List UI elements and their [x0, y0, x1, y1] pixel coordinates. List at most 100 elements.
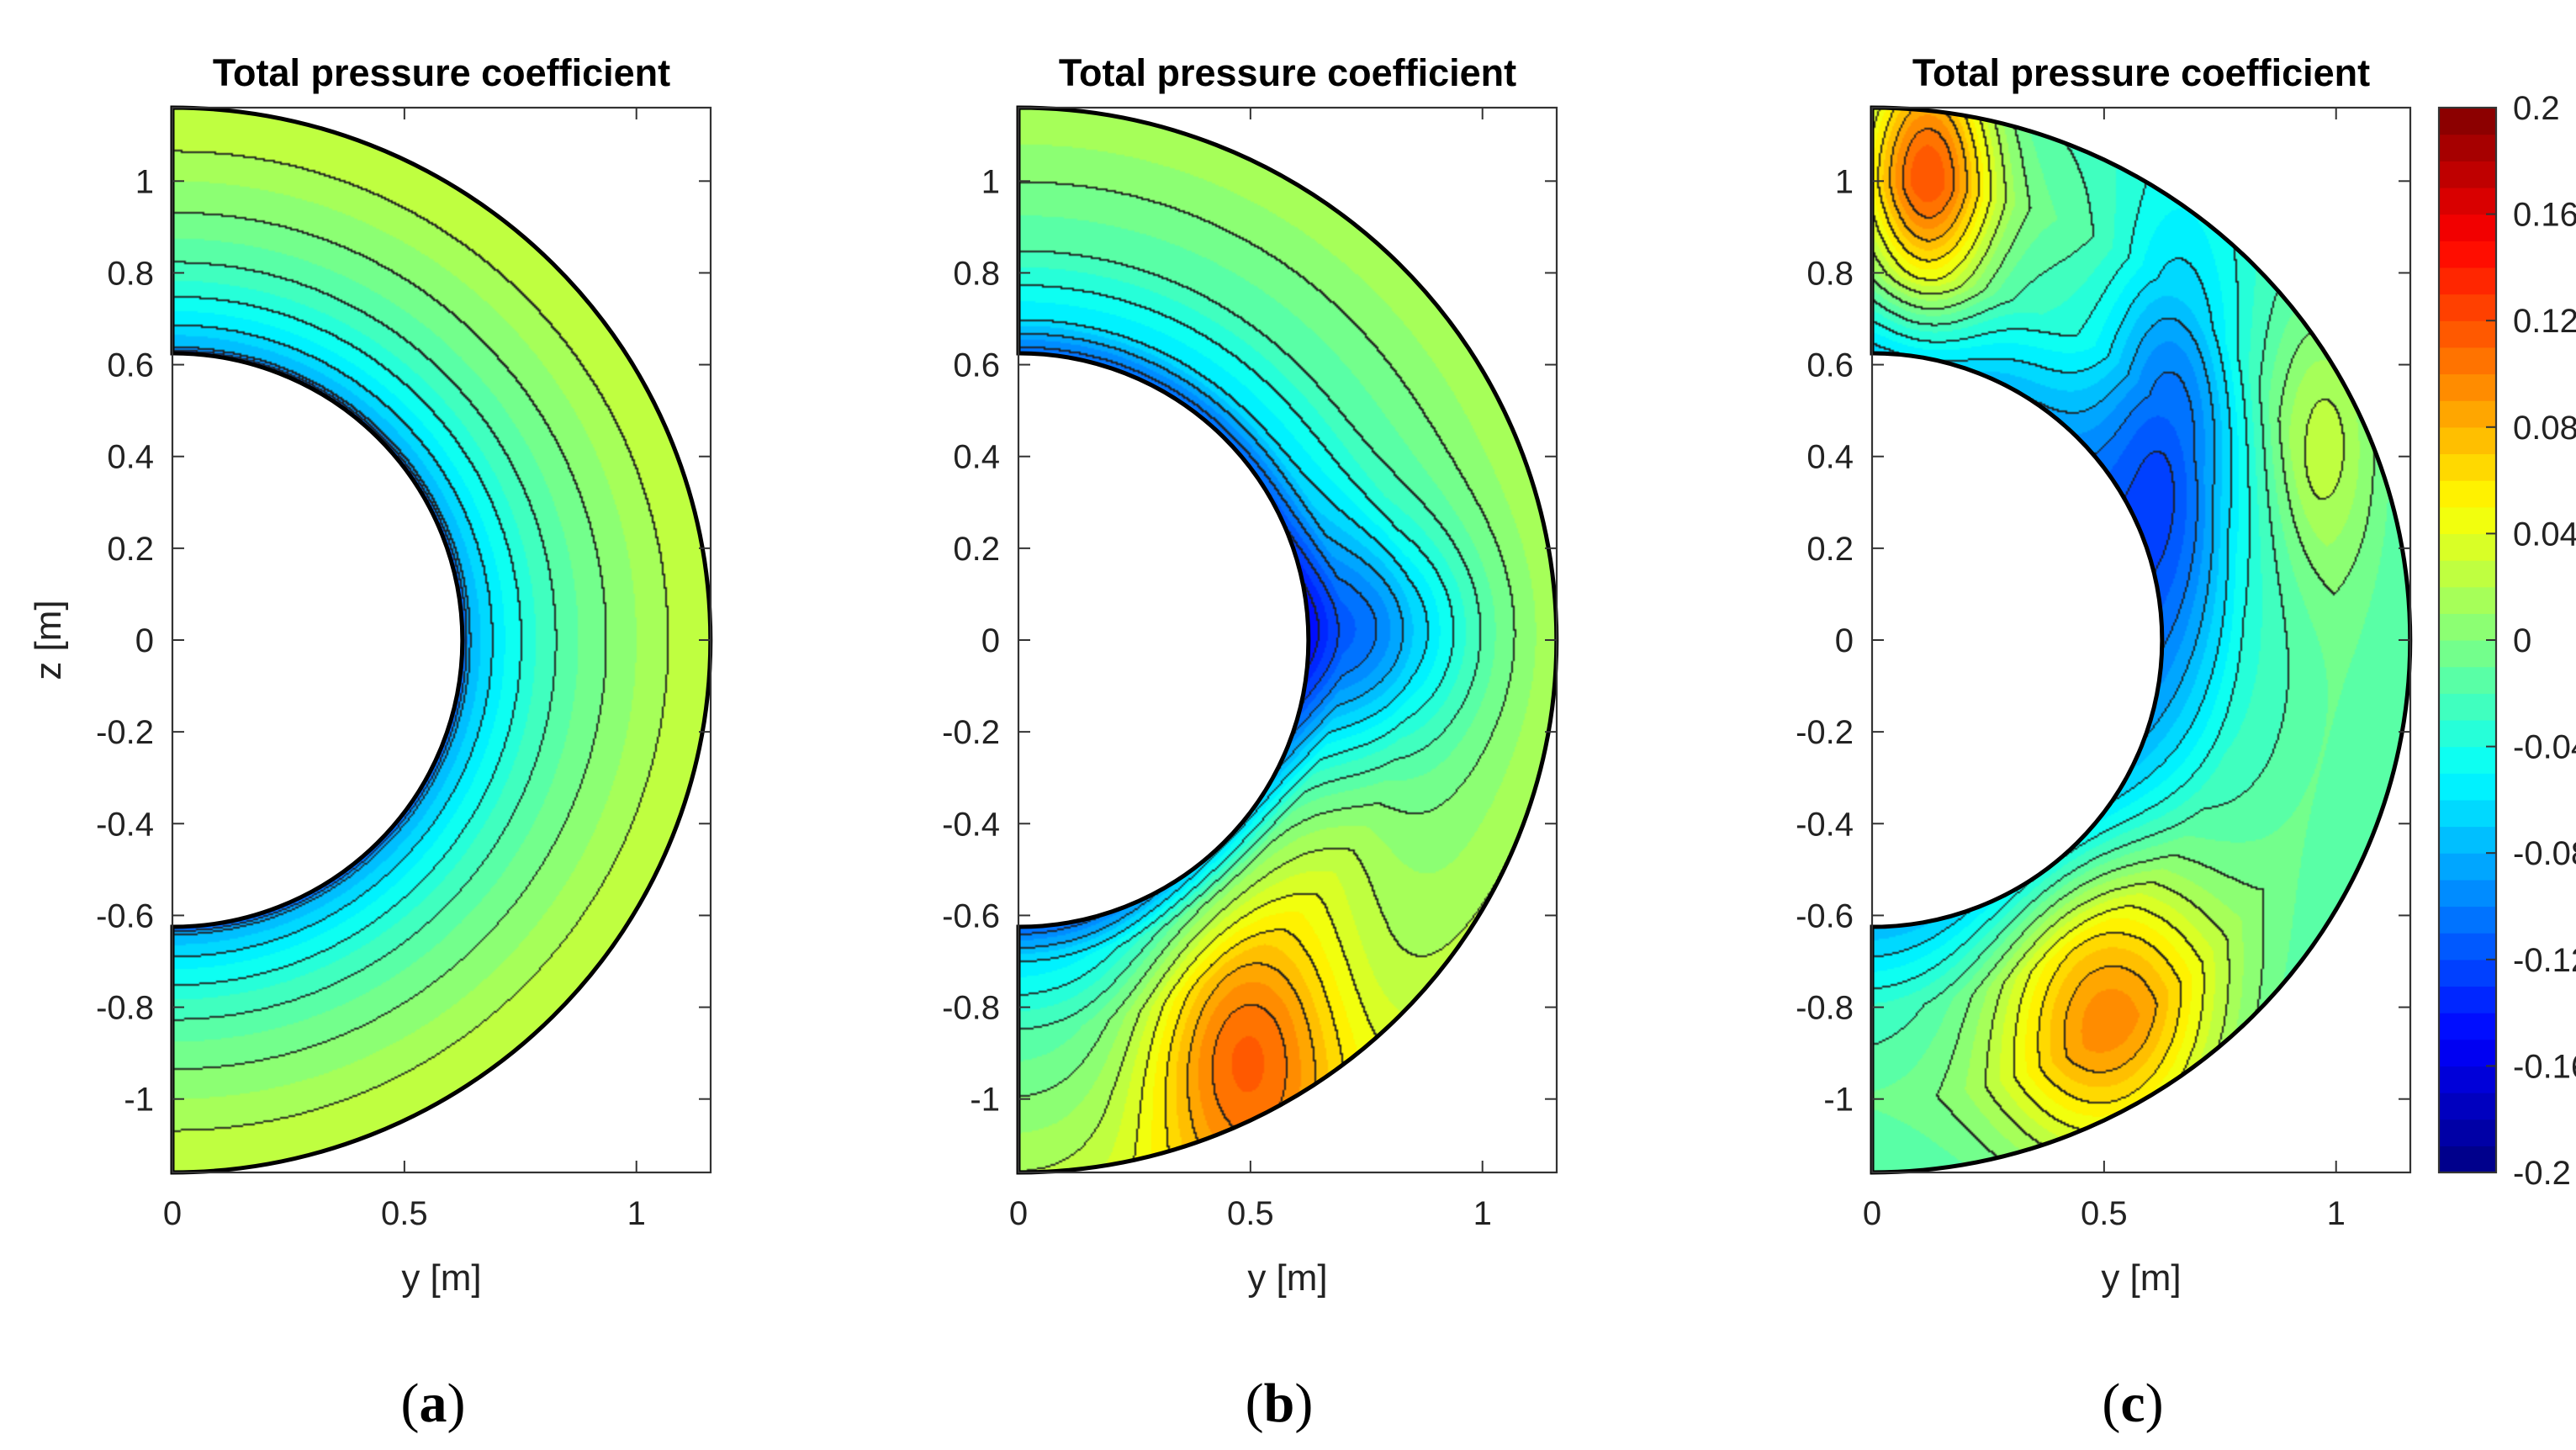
colorbar-tick-label: 0.2 [2513, 90, 2560, 127]
colorbar-segment [2439, 320, 2496, 348]
colorbar-segment [2439, 986, 2496, 1013]
colorbar-segment [2439, 560, 2496, 588]
x-tick-label: 0.5 [381, 1195, 428, 1232]
colorbar: 0.2 0.16 0.12 0.08 0.04 0 -0.04 -0.08 -0.12 -0.16… [2437, 90, 2576, 1192]
x-axis-label: y [m] [1247, 1257, 1327, 1299]
colorbar-segment [2439, 506, 2496, 534]
y-tick-label: 1 [981, 163, 1000, 200]
y-tick-label: 0.4 [1806, 439, 1854, 476]
y-tick-label: 0.8 [1806, 255, 1854, 292]
colorbar-segment [2439, 267, 2496, 295]
x-tick-label: 1 [627, 1195, 646, 1232]
y-tick-label: 0.4 [107, 439, 154, 476]
y-tick-label: 0.6 [107, 347, 154, 384]
y-tick-label: 0 [1835, 622, 1854, 659]
y-axis-label: z [m] [28, 600, 69, 680]
colorbar-segment [2439, 719, 2496, 748]
colorbar-tick-label: 0 [2513, 622, 2531, 659]
y-tick-label: -0.4 [1796, 806, 1854, 843]
colorbar-segment [2439, 746, 2496, 774]
colorbar-segment [2439, 613, 2496, 641]
colorbar-segment [2439, 426, 2496, 455]
y-tick-label: -0.6 [96, 897, 154, 934]
y-tick-label: 0.6 [1806, 347, 1854, 384]
x-tick-label: 0.5 [1227, 1195, 1274, 1232]
x-axis-label: y [m] [2101, 1257, 2181, 1299]
colorbar-segment [2439, 586, 2496, 614]
colorbar-tick-label: -0.2 [2513, 1155, 2571, 1192]
y-tick-label: -0.6 [942, 897, 1000, 934]
x-tick-label: 0.5 [2081, 1195, 2128, 1232]
colorbar-segment [2439, 853, 2496, 881]
annulus-outline [1016, 105, 1559, 1175]
y-tick-label: -0.4 [96, 806, 154, 843]
colorbar-segment [2439, 347, 2496, 375]
y-tick-label: 1 [1835, 163, 1854, 200]
panel-title: Total pressure coefficient [1059, 51, 1516, 94]
colorbar-segment [2439, 933, 2496, 960]
colorbar-segment [2439, 294, 2496, 321]
y-tick-label: 0 [135, 622, 154, 659]
x-tick-label: 1 [1473, 1195, 1492, 1232]
colorbar-segment [2439, 400, 2496, 428]
colorbar-segment [2439, 108, 2496, 135]
annulus-outline [170, 105, 713, 1175]
colorbar-segment [2439, 693, 2496, 721]
colorbar-tick-label: -0.16 [2513, 1048, 2576, 1085]
panel-title: Total pressure coefficient [213, 51, 670, 94]
colorbar-tick-label: 0.08 [2513, 410, 2576, 447]
colorbar-segment [2439, 241, 2496, 268]
colorbar-tick-label: -0.04 [2513, 729, 2576, 766]
colorbar-segment [2439, 879, 2496, 908]
y-tick-label: -1 [1823, 1082, 1854, 1119]
colorbar-segment [2439, 773, 2496, 801]
y-tick-label: 0.8 [953, 255, 1000, 292]
colorbar-segment [2439, 187, 2496, 215]
annulus-outline [1870, 105, 2413, 1175]
x-axis-label: y [m] [401, 1257, 481, 1299]
y-tick-label: 0.2 [107, 531, 154, 568]
y-tick-label: 0.2 [953, 531, 1000, 568]
y-tick-label: -0.6 [1796, 897, 1854, 934]
colorbar-segment [2439, 161, 2496, 188]
colorbar-tick-label: -0.12 [2513, 942, 2576, 979]
colorbar-segment [2439, 480, 2496, 508]
y-tick-label: 1 [135, 163, 154, 200]
colorbar-tick-label: 0.12 [2513, 303, 2576, 340]
colorbar-segment [2439, 906, 2496, 934]
contour-panel-b: 1 0.8 0.6 0.4 0.2 0 -0.2 -0.4 -0.6 -0.8 -1 0 0.5 1 Tot… [942, 51, 1559, 1434]
x-tick-label: 1 [2327, 1195, 2346, 1232]
colorbar-tick-label: 0.04 [2513, 516, 2576, 553]
colorbar-segment [2439, 373, 2496, 401]
colorbar-tick-label: -0.08 [2513, 835, 2576, 872]
colorbar-segment [2439, 1066, 2496, 1093]
x-tick-label: 0 [1863, 1195, 1881, 1232]
y-tick-label: 0 [981, 622, 1000, 659]
y-tick-label: -0.8 [942, 990, 1000, 1027]
contour-panel-c: 1 0.8 0.6 0.4 0.2 0 -0.2 -0.4 -0.6 -0.8 -1 0 0.5 1 Tot… [1796, 51, 2413, 1434]
colorbar-segment [2439, 533, 2496, 561]
y-tick-label: 0.8 [107, 255, 154, 292]
colorbar-segment [2439, 799, 2496, 828]
colorbar-segment [2439, 666, 2496, 694]
y-tick-label: -0.8 [1796, 990, 1854, 1027]
x-tick-label: 0 [1009, 1195, 1028, 1232]
y-tick-label: 0.6 [953, 347, 1000, 384]
colorbar-segment [2439, 1093, 2496, 1120]
y-tick-label: -0.2 [1796, 714, 1854, 751]
panel-caption: (c) [2102, 1373, 2163, 1434]
y-tick-label: -0.4 [942, 806, 1000, 843]
panel-title: Total pressure coefficient [1912, 51, 2370, 94]
contour-panel-a: 1 0.8 0.6 0.4 0.2 0 -0.2 -0.4 -0.6 -0.8 -1 0 0.5 1 Tot… [28, 51, 713, 1434]
colorbar-segment [2439, 826, 2496, 854]
colorbar-segment [2439, 1119, 2496, 1146]
colorbar-segment [2439, 1146, 2496, 1173]
y-tick-label: -0.2 [96, 714, 154, 751]
colorbar-segment [2439, 214, 2496, 241]
panel-caption: (a) [401, 1373, 466, 1434]
colorbar-segment [2439, 453, 2496, 481]
y-tick-label: -1 [970, 1082, 1000, 1119]
y-tick-label: 0.2 [1806, 531, 1854, 568]
colorbar-segment [2439, 640, 2496, 668]
